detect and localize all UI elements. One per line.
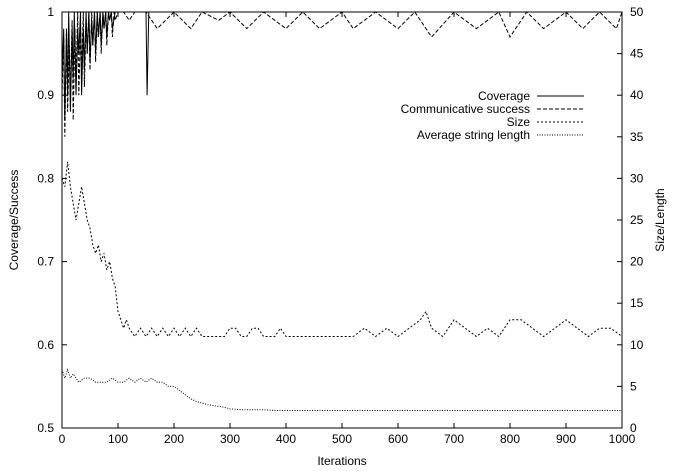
y-right-tick-label: 45 [630,47,644,61]
x-tick-label: 600 [388,432,408,446]
legend-label: Coverage [478,89,530,103]
x-tick-label: 100 [108,432,128,446]
y-right-tick-label: 30 [630,171,644,185]
series-line-coverage [61,11,622,121]
x-tick-label: 300 [220,432,240,446]
y-left-tick-label: 0.9 [37,88,54,102]
y-left-tick-label: 0.6 [37,338,54,352]
x-tick-label: 0 [59,432,66,446]
x-tick-label: 1000 [609,432,636,446]
x-tick-label: 400 [276,432,296,446]
y-right-tick-label: 15 [630,296,644,310]
y-left-tick-label: 1 [47,5,54,19]
x-tick-label: 900 [556,432,576,446]
y-right-tick-label: 0 [630,421,637,435]
plot-frame [61,11,623,429]
y-right-tick-label: 10 [630,338,644,352]
legend-label: Communicative success [401,102,530,116]
y-left-tick-label: 0.7 [37,255,54,269]
series-line-average-string-length [61,368,622,411]
y-left-tick-label: 0.8 [37,171,54,185]
y-right-tick-label: 20 [630,255,644,269]
y-right-tick-label: 5 [630,379,637,393]
y-right-tick-label: 50 [630,5,644,19]
axes: 0 100 200 300 400 500 600 700 800 900 10000.50.60.… [37,5,643,446]
x-tick-label: 500 [332,432,352,446]
series-line-communicative-success [61,11,623,137]
x-axis-label: Iterations [317,454,366,468]
y-right-tick-label: 35 [630,130,644,144]
series-line-size [61,161,623,338]
y-axis-right-label: Size/Length [653,188,667,251]
legend-label: Average string length [417,128,530,142]
x-tick-label: 200 [164,432,184,446]
y-axis-left-label: Coverage/Success [7,170,21,271]
x-tick-label: 700 [444,432,464,446]
y-right-tick-label: 40 [630,88,644,102]
series-layer [61,11,623,411]
x-tick-label: 800 [500,432,520,446]
y-right-tick-label: 25 [630,213,644,227]
y-left-tick-label: 0.5 [37,421,54,435]
legend-label: Size [507,115,531,129]
